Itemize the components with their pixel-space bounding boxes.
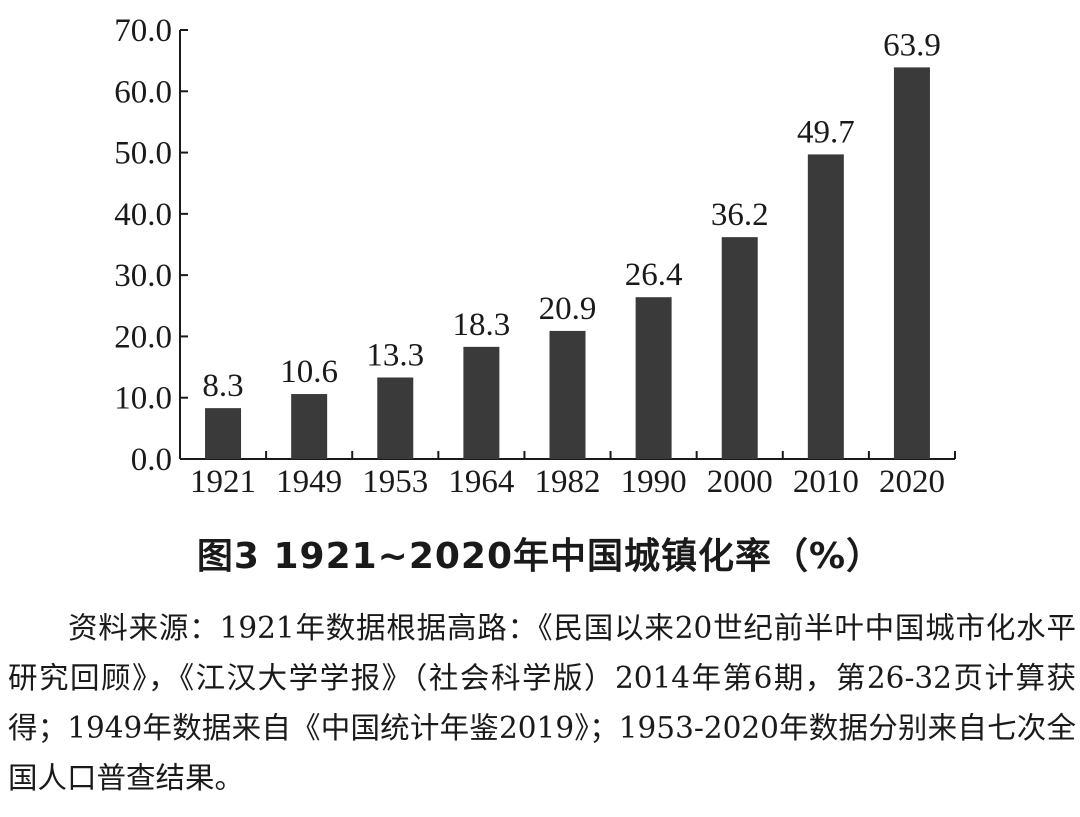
bar (549, 330, 586, 459)
bar-chart: 0.0 10.0 20.0 30.0 40.0 50.0 60.0 70.0 1921 1949… (114, 13, 956, 500)
data-label: 13.3 (366, 337, 424, 373)
y-tick-label: 30.0 (114, 258, 172, 294)
bar (377, 377, 414, 459)
source-note: 资料来源：1921年数据根据高路：《民国以来20世纪前半叶中国城市化水平研究回顾… (8, 611, 1076, 795)
bar (807, 154, 844, 459)
x-tick-label: 1949 (276, 464, 342, 500)
data-label: 26.4 (625, 257, 683, 293)
x-axis: 1921 1949 1953 1964 1982 1990 2000 2010 2020 (180, 451, 956, 500)
x-tick-label: 1921 (190, 464, 256, 500)
y-tick-label: 50.0 (114, 136, 172, 172)
y-tick-label: 60.0 (114, 74, 172, 110)
bar (205, 408, 242, 459)
bar (463, 346, 500, 459)
x-tick-label: 1990 (621, 464, 687, 500)
y-tick-label: 20.0 (114, 319, 172, 355)
y-axis: 0.0 10.0 20.0 30.0 40.0 50.0 60.0 70.0 (114, 13, 188, 478)
x-tick-label: 2000 (707, 464, 773, 500)
data-label: 63.9 (883, 27, 941, 63)
chart-title: 图3 1921~2020年中国城镇化率（%） (196, 536, 884, 577)
y-tick-label: 10.0 (114, 381, 172, 417)
x-tick-label: 1964 (448, 464, 514, 500)
x-tick-label: 1953 (362, 464, 428, 500)
x-tick-label: 2020 (879, 464, 945, 500)
y-tick-label: 70.0 (114, 13, 172, 49)
data-label: 36.2 (711, 197, 769, 233)
data-label: 10.6 (280, 354, 338, 390)
bar (721, 237, 758, 459)
bars (205, 67, 930, 460)
data-label: 20.9 (539, 291, 597, 327)
data-label: 49.7 (797, 114, 855, 150)
data-labels: 8.3 10.6 13.3 18.3 20.9 26.4 36.2 49.7 63.9 (202, 27, 940, 404)
x-tick-label: 1982 (535, 464, 601, 500)
x-tick-label: 2010 (793, 464, 859, 500)
data-label: 8.3 (202, 368, 243, 404)
bar (635, 297, 672, 459)
bar (893, 67, 930, 460)
bar (291, 394, 328, 459)
y-tick-label: 0.0 (131, 442, 172, 478)
data-label: 18.3 (453, 307, 511, 343)
y-tick-label: 40.0 (114, 197, 172, 233)
